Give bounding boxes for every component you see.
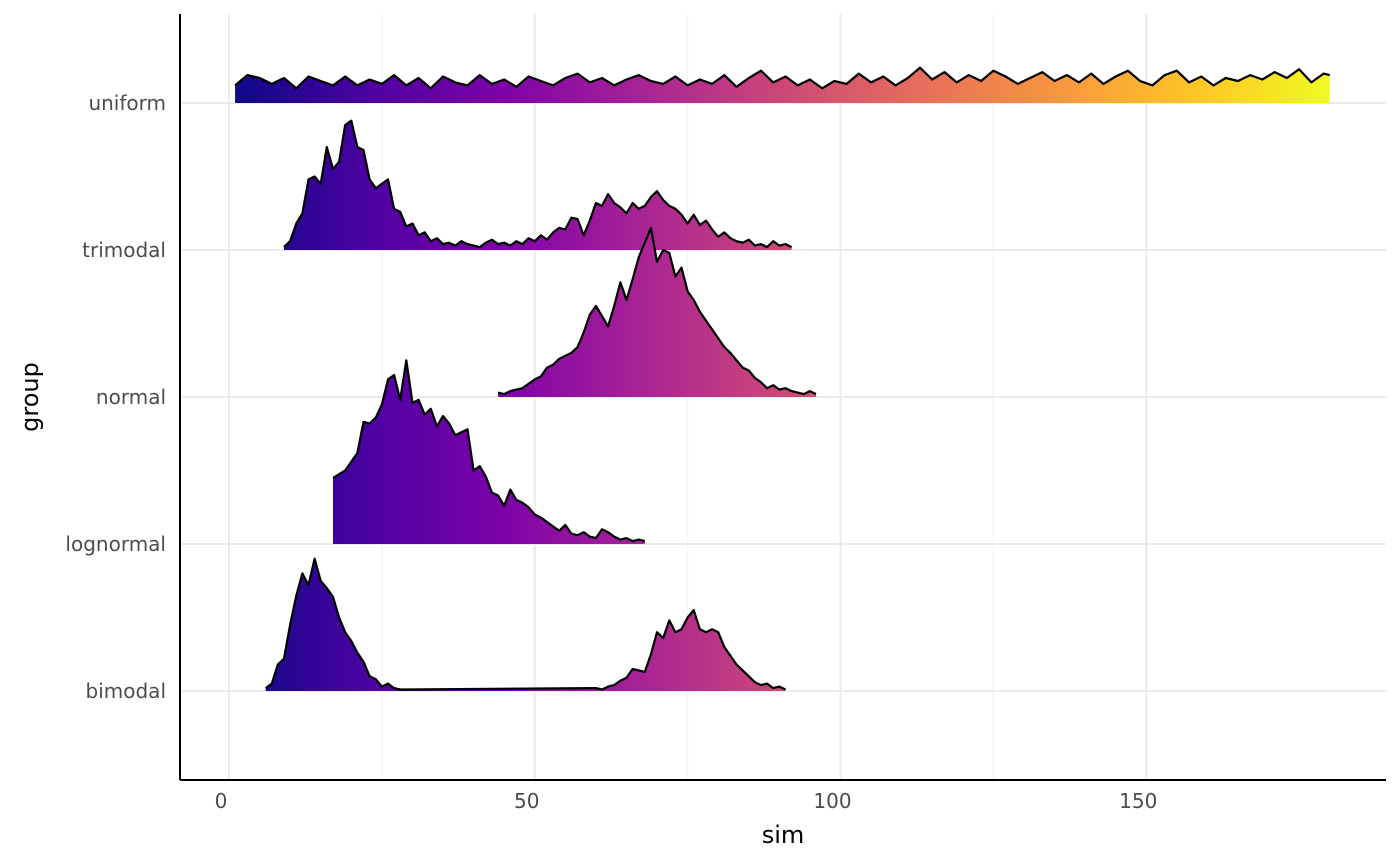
y-tick-label: lognormal xyxy=(65,532,166,556)
ridge-area-lognormal xyxy=(333,360,645,544)
ridge-line-bimodal xyxy=(265,557,786,691)
ridge-area-uniform xyxy=(235,67,1330,103)
ridge-area-trimodal xyxy=(284,120,792,250)
x-tick-labels: 0 50 100 150 xyxy=(215,789,1158,813)
ridge-line-trimodal xyxy=(283,119,793,249)
ridges xyxy=(234,66,1330,691)
ridge-line-uniform xyxy=(234,66,1330,90)
y-tick-label: normal xyxy=(96,385,166,409)
ridge-line-normal xyxy=(497,226,817,396)
y-tick-label: bimodal xyxy=(86,679,166,703)
x-axis-title: sim xyxy=(762,821,805,849)
y-tick-label: trimodal xyxy=(82,238,166,262)
ridge-trimodal xyxy=(283,119,793,250)
ridge-area-bimodal xyxy=(265,558,786,691)
ridge-normal xyxy=(497,226,817,397)
ridge-line-lognormal xyxy=(332,359,646,543)
x-tick-label: 0 xyxy=(215,789,228,813)
y-tick-label: uniform xyxy=(88,91,166,115)
y-tick-labels: uniform trimodal normal lognormal bimodal xyxy=(65,91,166,703)
x-tick-label: 150 xyxy=(1119,789,1157,813)
ridge-bimodal xyxy=(265,557,786,691)
x-tick-label: 50 xyxy=(514,789,539,813)
axes xyxy=(179,14,1386,781)
ridge-area-normal xyxy=(498,228,816,397)
y-axis-title: group xyxy=(16,362,44,432)
ridge-uniform xyxy=(234,66,1330,103)
x-tick-label: 100 xyxy=(813,789,851,813)
ridge-lognormal xyxy=(332,359,646,544)
